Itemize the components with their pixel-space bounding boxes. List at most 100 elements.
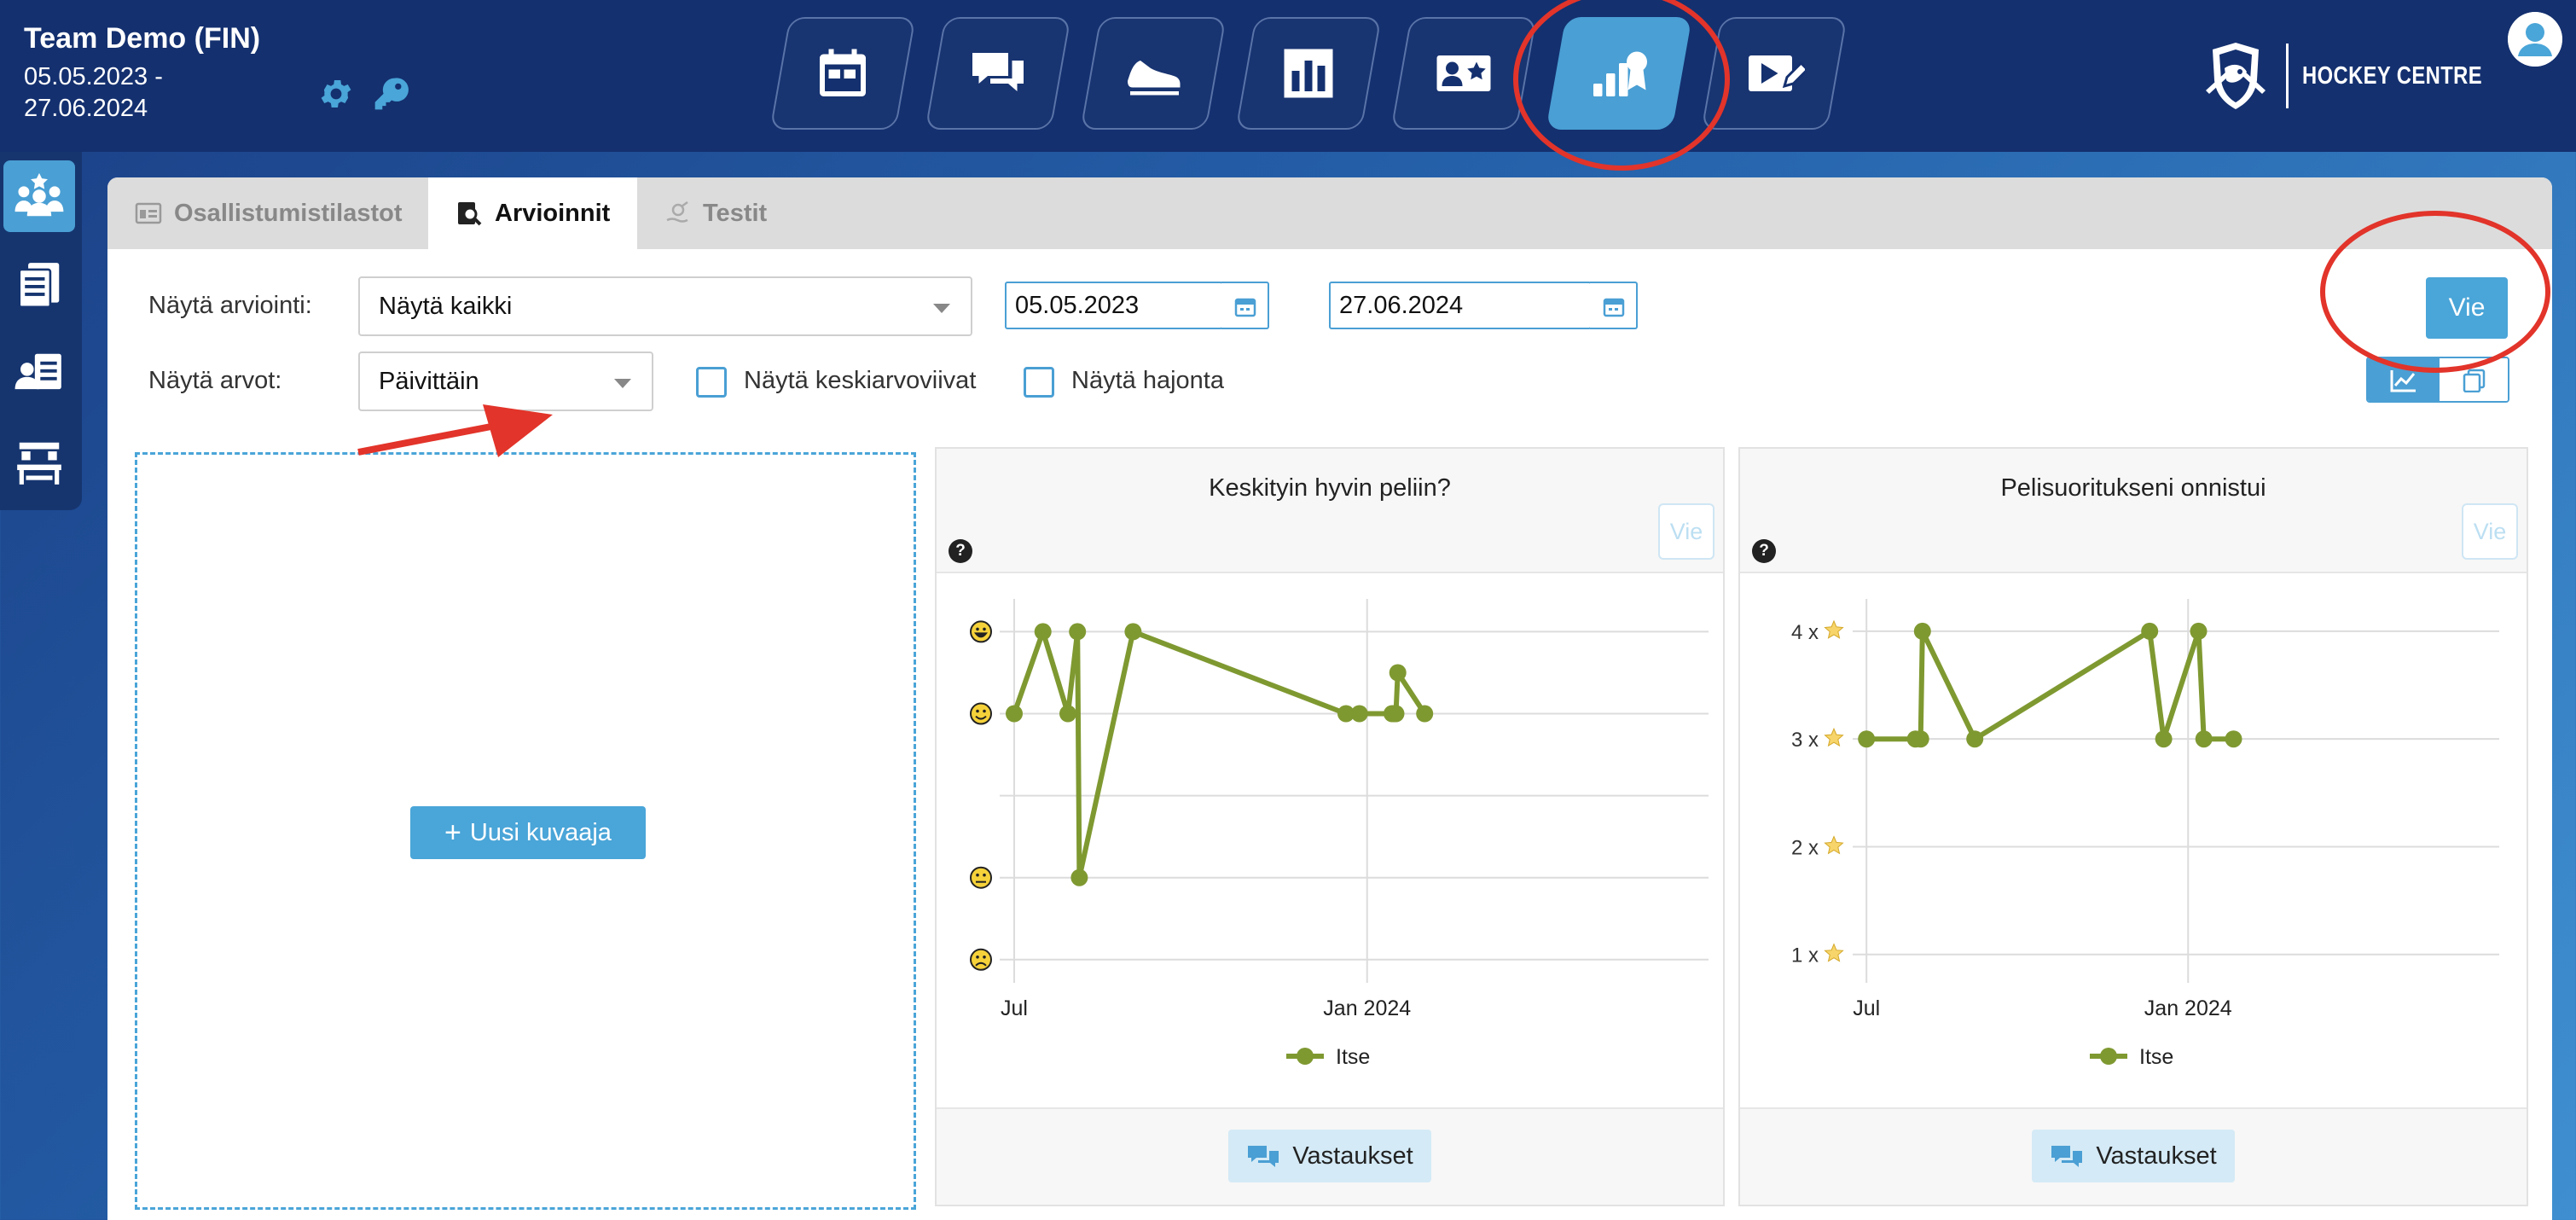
- smile-face-icon-eye: [976, 709, 979, 713]
- chart-focus-plot: Jul Jan 2024 Itse: [970, 599, 1709, 1069]
- evaluation-filter-label: Näytä arviointi:: [148, 292, 312, 319]
- line-chart-icon: [2390, 370, 2416, 392]
- new-chart-dropzone[interactable]: + Uusi kuvaaja: [135, 452, 916, 1210]
- deviation-label[interactable]: Näytä hajonta: [1071, 367, 1224, 394]
- x-tick-label: Jul: [1001, 996, 1028, 1020]
- tab-evaluations[interactable]: Arvioinnit: [428, 177, 638, 249]
- grin-face-icon: [970, 620, 992, 643]
- sidebar-item-team[interactable]: [3, 160, 75, 232]
- start-date-picker-button[interactable]: [1221, 282, 1269, 329]
- chart-export-button[interactable]: Vie: [2462, 503, 2518, 560]
- data-point: [2195, 730, 2213, 748]
- y-tick-label: 1 x: [1791, 944, 1819, 967]
- data-point: [1337, 705, 1355, 723]
- annotation-circle-export: [2320, 211, 2550, 373]
- data-point: [2225, 730, 2242, 748]
- team-date-range: 05.05.2023 - 27.06.2024: [24, 63, 163, 122]
- data-point: [1389, 664, 1407, 682]
- annotation-arrow: [357, 404, 553, 457]
- data-point: [1416, 705, 1434, 723]
- end-date-picker-button[interactable]: [1590, 282, 1638, 329]
- neutral-face-icon-eye: [976, 873, 979, 877]
- sidebar-item-reports[interactable]: [3, 249, 75, 321]
- data-point: [1966, 730, 1984, 748]
- chevron-down-icon: [614, 379, 631, 388]
- values-filter-label: Näytä arvot:: [148, 367, 282, 394]
- start-date-field[interactable]: 05.05.2023: [1005, 282, 1223, 329]
- values-select[interactable]: Päivittäin: [358, 351, 653, 411]
- stats-card-icon: [135, 202, 162, 224]
- data-point: [2190, 622, 2208, 640]
- chart-export-button[interactable]: Vie: [1658, 503, 1714, 560]
- deviation-checkbox[interactable]: [1024, 367, 1054, 398]
- grin-face-icon-face: [970, 620, 992, 643]
- nav-calendar[interactable]: [769, 17, 916, 130]
- chart-card-header: Keskityin hyvin peliin? Vie ?: [937, 449, 1723, 573]
- help-icon[interactable]: ?: [1752, 539, 1776, 563]
- finnish-hockey-crest-logo: [2206, 43, 2266, 109]
- chat-icon: [1248, 1146, 1279, 1167]
- new-chart-label: Uusi kuvaaja: [469, 818, 612, 846]
- calendar-icon: [820, 49, 866, 96]
- left-sidebar: [0, 152, 82, 510]
- answers-label: Vastaukset: [1292, 1142, 1413, 1170]
- data-point: [1912, 730, 1929, 748]
- nav-video[interactable]: [1701, 17, 1848, 130]
- neutral-face-icon-eye: [983, 873, 986, 877]
- team-name[interactable]: Team Demo (FIN): [24, 22, 261, 55]
- star-icon: [1824, 835, 1844, 855]
- chevron-down-icon: [933, 304, 950, 313]
- legend-label: Itse: [1336, 1045, 1370, 1069]
- legend-label: Itse: [2139, 1045, 2173, 1069]
- sad-face-icon: [970, 948, 992, 971]
- nav-messages[interactable]: [925, 17, 1071, 130]
- chart-card-header: Pelisuoritukseni onnistui Vie ?: [1740, 449, 2527, 573]
- answers-button[interactable]: Vastaukset: [1228, 1130, 1431, 1182]
- sidebar-item-players[interactable]: [3, 338, 75, 410]
- annotation-circle-nav: [1513, 0, 1730, 171]
- sidebar-item-tactics[interactable]: [3, 427, 75, 498]
- test-icon: [666, 200, 688, 223]
- neutral-face-icon-face: [970, 866, 992, 889]
- tab-participation-stats[interactable]: Osallistumistilastot: [107, 177, 430, 249]
- tab-tests[interactable]: Testit: [636, 177, 794, 249]
- copy-icon: [2463, 369, 2486, 392]
- data-point: [1059, 705, 1076, 723]
- evaluation-select[interactable]: Näytä kaikki: [358, 276, 972, 336]
- tab-label: Arvioinnit: [495, 199, 611, 227]
- brand-divider: [2286, 44, 2289, 108]
- chart-card-footer: Vastaukset: [937, 1107, 1723, 1205]
- nav-statistics[interactable]: [1235, 17, 1382, 130]
- calendar-icon: [1234, 298, 1256, 317]
- user-avatar-icon[interactable]: [2508, 12, 2562, 67]
- series-line: [1012, 629, 1427, 880]
- nav-training[interactable]: [1080, 17, 1227, 130]
- help-icon[interactable]: ?: [949, 539, 972, 563]
- average-lines-label[interactable]: Näytä keskiarvoviivat: [744, 367, 977, 394]
- data-point: [1350, 705, 1368, 723]
- new-chart-button[interactable]: + Uusi kuvaaja: [410, 806, 646, 859]
- smile-face-icon-mouth: [975, 715, 987, 720]
- nav-players[interactable]: [1390, 17, 1537, 130]
- search-doc-icon: [458, 202, 482, 226]
- data-point: [1913, 622, 1931, 640]
- data-point: [1387, 705, 1405, 723]
- neutral-face-icon: [970, 866, 992, 889]
- star-icon: [1824, 619, 1844, 639]
- key-icon[interactable]: [372, 75, 409, 113]
- gear-icon[interactable]: [317, 75, 355, 113]
- chart-card-focus: Keskityin hyvin peliin? Vie ? Jul Jan 202…: [935, 447, 1725, 1206]
- end-date-field[interactable]: 27.06.2024: [1329, 282, 1592, 329]
- answers-label: Vastaukset: [2096, 1142, 2217, 1170]
- answers-button[interactable]: Vastaukset: [2032, 1130, 2235, 1182]
- data-point: [1858, 730, 1876, 748]
- evaluation-select-value: Näytä kaikki: [379, 292, 513, 320]
- data-point: [1006, 705, 1023, 723]
- team-star-icon: [15, 172, 64, 217]
- sad-face-icon-eye: [976, 955, 979, 959]
- chart-card-footer: Vastaukset: [1740, 1107, 2527, 1205]
- tab-strip: Osallistumistilastot Arvioinnit Testit: [107, 177, 2552, 249]
- sad-face-icon-eye: [983, 955, 986, 959]
- x-tick-label: Jan 2024: [2144, 996, 2232, 1020]
- average-lines-checkbox[interactable]: [696, 367, 727, 398]
